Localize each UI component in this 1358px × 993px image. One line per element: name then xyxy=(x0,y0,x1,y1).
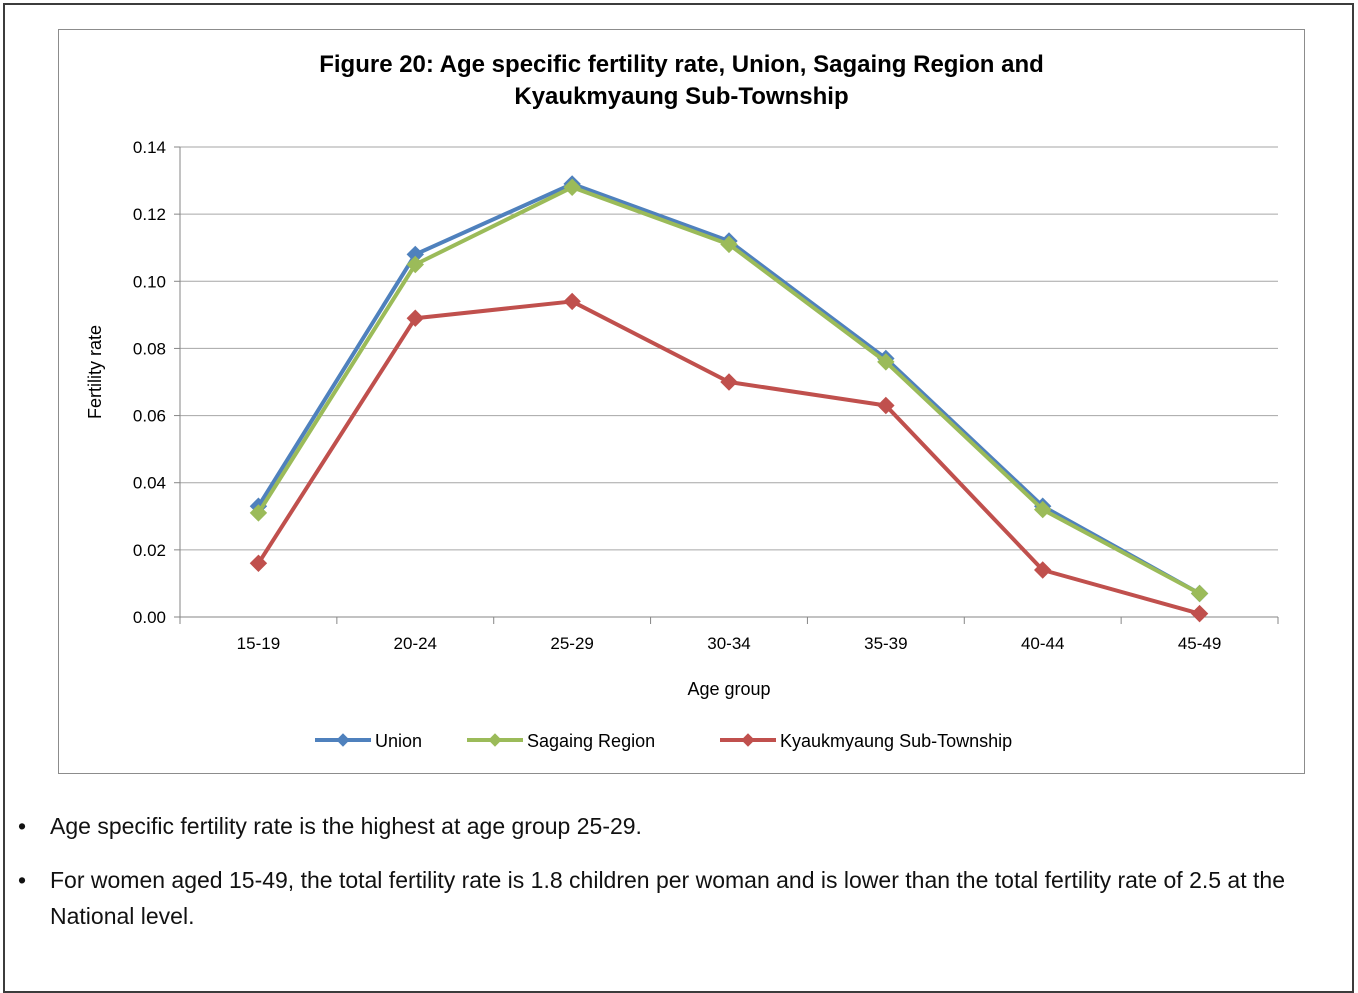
legend-marker xyxy=(336,733,350,747)
data-point xyxy=(1034,500,1052,519)
bullet-item: • Age specific fertility rate is the hig… xyxy=(18,808,1338,844)
x-axis-label: Age group xyxy=(687,679,770,699)
y-axis-label: Fertility rate xyxy=(85,325,105,419)
bullet-symbol: • xyxy=(18,813,27,839)
line-chart: 0.00 0.02 0.04 0.06 0.08 0.10 0.12 0.14 15-19 20-… xyxy=(85,138,1279,751)
y-tick-label: 0.02 xyxy=(133,541,166,560)
legend-marker xyxy=(488,733,502,747)
bullet-item: • For women aged 15-49, the total fertil… xyxy=(18,862,1338,934)
y-tick-label: 0.12 xyxy=(133,205,166,224)
y-tick-label: 0.10 xyxy=(133,272,166,291)
x-tick-label: 25-29 xyxy=(550,634,593,653)
bullet-list: • Age specific fertility rate is the hig… xyxy=(18,808,1338,952)
y-tick-label: 0.08 xyxy=(133,339,166,358)
data-point xyxy=(1034,561,1052,579)
data-point xyxy=(249,504,268,522)
data-point xyxy=(563,292,581,311)
data-point xyxy=(406,255,424,274)
y-tick-label: 0.04 xyxy=(133,474,166,493)
legend-label: Kyaukmyaung Sub-Township xyxy=(780,731,1012,751)
data-point xyxy=(1190,584,1209,603)
data-point xyxy=(1190,604,1209,623)
x-tick-label: 45-49 xyxy=(1178,634,1221,653)
chart-container: Figure 20: Age specific fertility rate, … xyxy=(58,29,1305,774)
data-point xyxy=(249,554,268,572)
data-point xyxy=(877,353,895,371)
y-tick-label: 0.06 xyxy=(133,407,166,426)
x-tick-label: 30-34 xyxy=(707,634,750,653)
legend-label: Union xyxy=(375,731,422,751)
chart-title-line-1: Figure 20: Age specific fertility rate, … xyxy=(319,51,1044,78)
bullet-text: For women aged 15-49, the total fertilit… xyxy=(50,867,1285,929)
y-tick-label: 0.14 xyxy=(133,138,166,157)
data-point xyxy=(720,235,738,254)
legend-label: Sagaing Region xyxy=(527,731,655,751)
data-point xyxy=(720,373,738,391)
x-tick-label: 15-19 xyxy=(237,634,280,653)
data-point xyxy=(563,178,581,196)
x-tick-label: 20-24 xyxy=(394,634,437,653)
x-tick-label: 40-44 xyxy=(1021,634,1064,653)
x-tick-label: 35-39 xyxy=(864,634,907,653)
bullet-symbol: • xyxy=(18,867,27,893)
data-point xyxy=(877,396,895,415)
bullet-text: Age specific fertility rate is the highe… xyxy=(50,813,642,839)
chart-title-line-2: Kyaukmyaung Sub-Township xyxy=(514,83,849,110)
legend-marker xyxy=(741,733,755,747)
data-point xyxy=(406,309,424,327)
y-tick-label: 0.00 xyxy=(133,608,166,627)
